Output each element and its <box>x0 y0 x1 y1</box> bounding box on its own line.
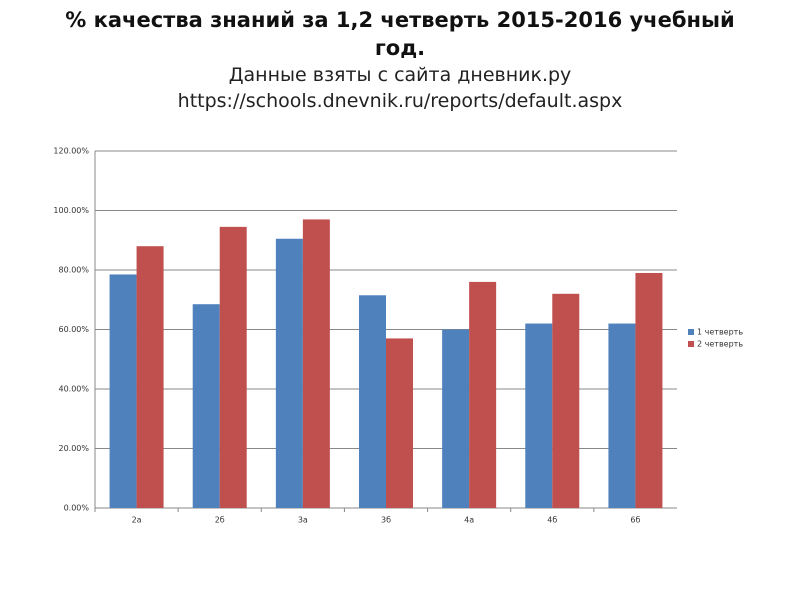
legend-swatch <box>688 341 694 347</box>
x-tick-label: 3б <box>381 516 391 525</box>
x-tick-label: 2а <box>132 516 142 525</box>
y-tick-label: 100.00% <box>53 206 89 215</box>
y-tick-label: 20.00% <box>58 444 89 453</box>
bar <box>136 246 164 508</box>
bar <box>525 323 553 508</box>
y-tick-label: 80.00% <box>58 266 89 275</box>
x-tick-label: 4б <box>547 516 557 525</box>
legend-label: 1 четверть <box>697 328 743 337</box>
chart-title: % качества знаний за 1,2 четверть 2015-2… <box>65 8 735 60</box>
bar <box>359 295 386 508</box>
bar <box>109 274 137 508</box>
bar <box>386 338 413 508</box>
x-tick-label: 6б <box>630 516 640 525</box>
x-tick-label: 4а <box>464 516 474 525</box>
bar <box>302 219 330 509</box>
y-tick-label: 60.00% <box>58 325 89 334</box>
y-tick-label: 40.00% <box>58 385 89 394</box>
bar <box>635 272 663 508</box>
x-tick-label: 3а <box>298 516 308 525</box>
bar <box>469 281 497 508</box>
bar <box>275 238 303 508</box>
header: % качества знаний за 1,2 четверть 2015-2… <box>40 6 760 114</box>
legend-label: 2 четверть <box>697 340 743 349</box>
source-url: https://schools.dnevnik.ru/reports/defau… <box>177 90 623 112</box>
y-tick-label: 0.00% <box>64 504 90 513</box>
y-tick-label: 120.00% <box>53 147 89 156</box>
chart-subtitle: Данные взяты с сайта дневник.ру <box>228 64 572 86</box>
bar <box>219 226 247 509</box>
bar <box>552 293 580 508</box>
legend-swatch <box>688 329 694 335</box>
bar <box>442 329 470 508</box>
bar <box>192 304 220 508</box>
bar <box>608 323 636 508</box>
x-tick-label: 2б <box>215 516 225 525</box>
